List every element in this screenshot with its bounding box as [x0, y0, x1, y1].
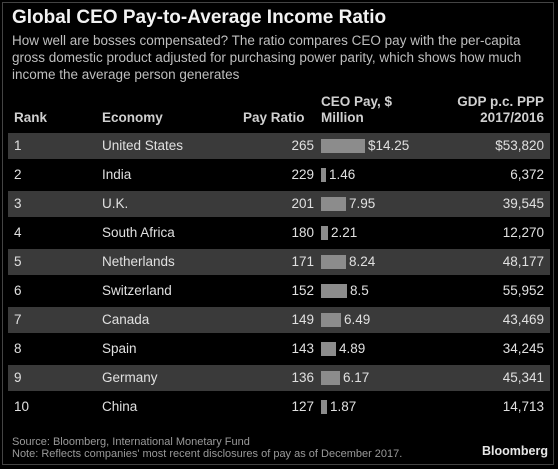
pay-ratio-cell: 229 — [291, 167, 314, 182]
economy-cell: U.K. — [102, 196, 129, 211]
ceo-pay-bar — [321, 284, 347, 298]
pay-ratio-cell: 171 — [291, 254, 314, 269]
chart-title: Global CEO Pay-to-Average Income Ratio — [12, 7, 387, 28]
gdp-cell: 43,469 — [502, 312, 544, 327]
header-gdp-line2: 2017/2016 — [480, 110, 544, 125]
table-row: 3 U.K. 201 7.95 39,545 — [8, 191, 550, 217]
ceo-pay-label: 6.49 — [344, 312, 371, 327]
table-row: 4 South Africa 180 2.21 12,270 — [8, 220, 550, 246]
header-gdp-line1: GDP p.c. PPP — [457, 94, 544, 109]
ceo-pay-label: 8.24 — [349, 254, 376, 269]
gdp-cell: $53,820 — [495, 138, 544, 153]
table-row: 1 United States 265 $14.25 $53,820 — [8, 133, 550, 159]
table-row: 6 Switzerland 152 8.5 55,952 — [8, 278, 550, 304]
economy-cell: South Africa — [102, 225, 175, 240]
ceo-pay-label: 1.87 — [330, 399, 357, 414]
economy-cell: Netherlands — [102, 254, 175, 269]
rank-cell: 9 — [14, 370, 22, 385]
rank-cell: 7 — [14, 312, 22, 327]
ceo-pay-bar — [321, 371, 340, 385]
source-text: Source: Bloomberg, International Monetar… — [12, 436, 250, 448]
table-row: 8 Spain 143 4.89 34,245 — [8, 336, 550, 362]
gdp-cell: 45,341 — [502, 370, 544, 385]
economy-cell: India — [102, 167, 132, 182]
table-row: 7 Canada 149 6.49 43,469 — [8, 307, 550, 333]
rank-cell: 5 — [14, 254, 22, 269]
economy-cell: Canada — [102, 312, 150, 327]
header-economy: Economy — [102, 110, 163, 125]
gdp-cell: 48,177 — [502, 254, 544, 269]
ceo-pay-label: 2.21 — [331, 225, 358, 240]
economy-cell: Germany — [102, 370, 158, 385]
ceo-pay-bar — [321, 400, 327, 414]
rank-cell: 3 — [14, 196, 22, 211]
gdp-cell: 14,713 — [502, 399, 544, 414]
pay-ratio-cell: 136 — [291, 370, 314, 385]
ceo-pay-label: 7.95 — [349, 196, 376, 211]
ceo-pay-bar — [321, 168, 326, 182]
rank-cell: 6 — [14, 283, 22, 298]
table-body: 1 United States 265 $14.25 $53,820 2 India 229 1… — [8, 133, 550, 423]
economy-cell: China — [102, 399, 138, 414]
ceo-pay-label: $14.25 — [368, 138, 410, 153]
ceo-pay-bar — [321, 255, 346, 269]
ceo-pay-bar — [321, 197, 346, 211]
gdp-cell: 34,245 — [502, 341, 544, 356]
pay-ratio-cell: 152 — [291, 283, 314, 298]
rank-cell: 1 — [14, 138, 22, 153]
gdp-cell: 55,952 — [502, 283, 544, 298]
pay-ratio-cell: 201 — [291, 196, 314, 211]
ceo-pay-bar — [321, 342, 336, 356]
economy-cell: United States — [102, 138, 184, 153]
gdp-cell: 12,270 — [502, 225, 544, 240]
bloomberg-logo: Bloomberg — [482, 444, 548, 458]
chart-subtitle: How well are bosses compensated? The rat… — [12, 33, 522, 82]
ceo-pay-label: 8.5 — [350, 283, 369, 298]
ceo-pay-bar — [321, 139, 365, 153]
table-row: 5 Netherlands 171 8.24 48,177 — [8, 249, 550, 275]
rank-cell: 4 — [14, 225, 22, 240]
ceo-pay-bar — [321, 226, 328, 240]
ceo-pay-label: 6.17 — [343, 370, 370, 385]
pay-ratio-cell: 149 — [291, 312, 314, 327]
gdp-cell: 6,372 — [510, 167, 544, 182]
source-note: Source: Bloomberg, International Monetar… — [12, 436, 402, 460]
gdp-cell: 39,545 — [502, 196, 544, 211]
header-ceo-pay-line1: CEO Pay, $ — [321, 94, 393, 109]
table-row: 10 China 127 1.87 14,713 — [8, 394, 550, 420]
ceo-pay-bar — [321, 313, 341, 327]
header-pay-ratio: Pay Ratio — [243, 110, 305, 125]
table-row: 2 India 229 1.46 6,372 — [8, 162, 550, 188]
header-rank: Rank — [14, 110, 48, 125]
pay-ratio-cell: 265 — [291, 138, 314, 153]
rank-cell: 10 — [14, 399, 30, 414]
ceo-pay-label: 4.89 — [339, 341, 366, 356]
rank-cell: 8 — [14, 341, 22, 356]
ceo-pay-label: 1.46 — [329, 167, 356, 182]
rank-cell: 2 — [14, 167, 22, 182]
pay-ratio-cell: 180 — [291, 225, 314, 240]
note-text: Note: Reflects companies' most recent di… — [12, 448, 403, 460]
header-ceo-pay-line2: Million — [321, 110, 364, 125]
economy-cell: Switzerland — [102, 283, 172, 298]
pay-ratio-cell: 127 — [291, 399, 314, 414]
economy-cell: Spain — [102, 341, 137, 356]
pay-ratio-cell: 143 — [291, 341, 314, 356]
table-row: 9 Germany 136 6.17 45,341 — [8, 365, 550, 391]
chart-frame — [2, 2, 554, 465]
